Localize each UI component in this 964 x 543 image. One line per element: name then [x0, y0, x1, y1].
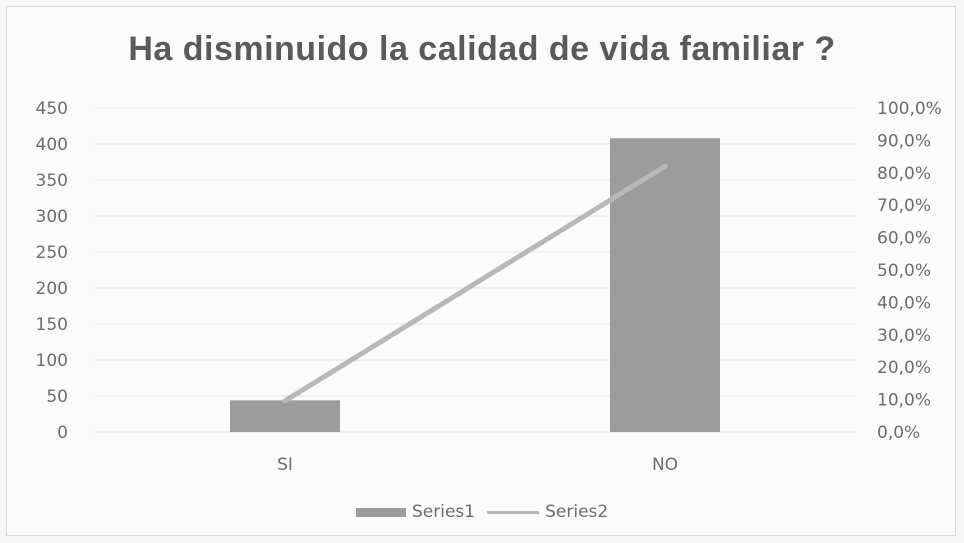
left-axis: 450 400 350 300 250 200 150 100 50 0: [36, 99, 68, 443]
right-tick-label: 10,0%: [877, 391, 931, 411]
right-axis: 100,0% 90,0% 80,0% 70,0% 60,0% 50,0% 40,0% 30,0…: [877, 99, 942, 443]
right-tick-label: 0,0%: [877, 423, 920, 443]
legend-label-series2: Series2: [545, 502, 609, 522]
right-tick-label: 100,0%: [877, 99, 942, 119]
line-series: [282, 163, 668, 404]
left-tick-label: 0: [57, 423, 68, 443]
right-tick-label: 90,0%: [877, 131, 931, 151]
legend-item-series1: Series1: [356, 502, 475, 522]
left-tick-label: 100: [36, 351, 68, 371]
left-tick-label: 300: [36, 207, 68, 227]
legend-label-series1: Series1: [412, 502, 476, 522]
right-tick-label: 50,0%: [877, 261, 931, 281]
left-tick-label: 450: [36, 99, 68, 119]
legend-swatch-line: [487, 510, 540, 514]
bar-no: [610, 138, 720, 433]
chart-area: [6, 6, 956, 536]
left-tick-label: 50: [46, 387, 68, 407]
left-tick-label: 400: [36, 135, 68, 155]
legend-swatch-bar: [356, 507, 406, 517]
right-tick-label: 30,0%: [877, 326, 931, 346]
bar-si: [230, 400, 340, 432]
right-tick-label: 60,0%: [877, 229, 931, 249]
right-tick-label: 70,0%: [877, 196, 931, 216]
legend-item-series2: Series2: [487, 502, 608, 522]
x-tick-label: NO: [652, 455, 678, 475]
series2-line: [282, 163, 668, 404]
left-tick-label: 200: [36, 279, 68, 299]
right-tick-label: 80,0%: [877, 164, 931, 184]
legend: Series1 Series2: [356, 500, 620, 524]
x-axis: SI NO: [277, 455, 678, 475]
series2-point: [662, 163, 668, 169]
x-tick-label: SI: [277, 455, 293, 475]
left-tick-label: 150: [36, 315, 68, 335]
gridlines: [95, 107, 855, 433]
left-tick-label: 350: [36, 171, 68, 191]
chart-title: Ha disminuido la calidad de vida familia…: [128, 30, 836, 68]
series2-point: [282, 398, 288, 404]
left-tick-label: 250: [36, 243, 68, 263]
right-tick-label: 40,0%: [877, 293, 931, 313]
right-tick-label: 20,0%: [877, 358, 931, 378]
